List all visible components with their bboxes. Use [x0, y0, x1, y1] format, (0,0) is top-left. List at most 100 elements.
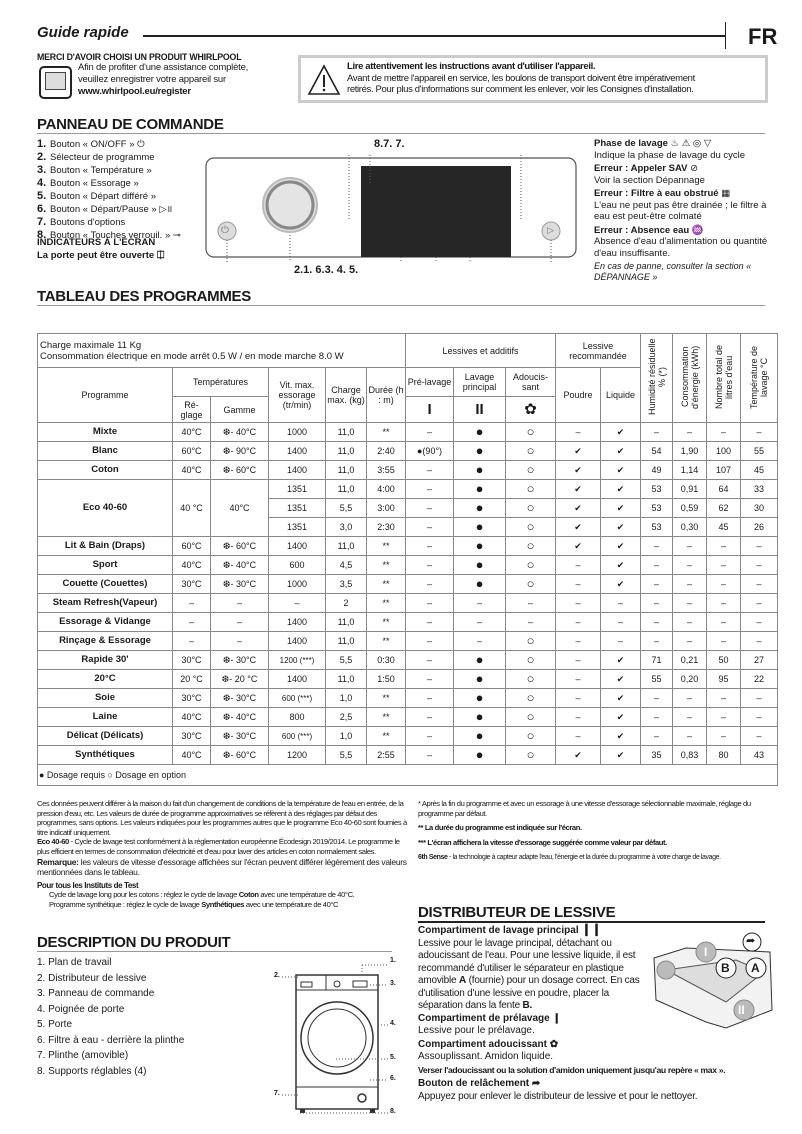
table-cell: – — [555, 726, 602, 746]
note-star: ** La durée du programme est indiquée su… — [418, 823, 582, 833]
table-cell: – — [600, 631, 642, 651]
table-row: Sport 40°C ❆- 40°C 600 4,5 ** – ● ○ – ✔ – – – – — [37, 555, 779, 575]
table-cell: 40°C — [172, 555, 211, 575]
table-cell: 600 (***) — [268, 726, 326, 746]
item-label: Sélecteur de programme — [50, 152, 155, 163]
table-cell: ❆- 60°C — [210, 460, 269, 480]
table-cell: – — [405, 688, 455, 708]
col-header: Adoucis-sant — [505, 367, 557, 397]
table-cell: – — [453, 612, 507, 632]
table-cell: ○ — [505, 460, 557, 480]
callout: 4. — [390, 1020, 396, 1027]
table-cell: ❆- 40°C — [210, 707, 269, 727]
col-header: Lavage principal — [453, 367, 507, 397]
table-cell: 1351 — [268, 479, 326, 499]
table-cell: – — [740, 555, 779, 575]
table-cell: ○ — [505, 707, 557, 727]
table-cell: 600 — [268, 555, 326, 575]
table-cell: – — [706, 593, 742, 613]
col-header: Ré-glage — [172, 396, 211, 423]
table-cell: ✔ — [600, 441, 642, 461]
table-cell: 1000 — [268, 422, 326, 442]
program-name: Rapide 30' — [37, 650, 173, 670]
table-row: Steam Refresh(Vapeur) – – –2 ** – – – – – – – – – — [37, 593, 779, 613]
table-cell: ** — [365, 422, 407, 442]
washing-machine-drawing — [282, 964, 388, 1114]
section-title: DESCRIPTION DU PRODUIT — [37, 934, 231, 951]
start-pause-button-icon[interactable]: ▷ — [547, 225, 554, 235]
col-header: Durée (h : m) — [365, 367, 407, 423]
indicator-icon: ⊘ — [690, 163, 699, 174]
table-cell: ● — [453, 536, 507, 556]
distributor-text: Compartiment de lavage principal ❙❙ Less… — [418, 923, 773, 1103]
panel-callout-bottom: 2.1. 6.3. 4. 5. — [294, 264, 359, 276]
table-cell: ● — [453, 479, 507, 499]
table-cell: – — [405, 479, 455, 499]
table-cell: 0,59 — [672, 498, 708, 518]
table-cell: – — [555, 574, 602, 594]
table-cell: ● — [453, 422, 507, 442]
table-cell: ● — [453, 726, 507, 746]
softener-icon: ✿ — [505, 396, 557, 423]
table-cell: 11,0 — [325, 631, 367, 651]
table-cell: ✔ — [600, 669, 642, 689]
table-cell: 1,14 — [672, 460, 708, 480]
table-cell: 64 — [706, 479, 742, 499]
table-cell: – — [405, 631, 455, 651]
table-cell: 0:30 — [365, 650, 407, 670]
indicator-title: Phase de lavage — [594, 138, 668, 149]
part-item: 7. Plinthe (amovible) — [37, 1050, 129, 1061]
table-cell: 11,0 — [325, 460, 367, 480]
table-cell: 80 — [706, 745, 742, 765]
indicator-title: Erreur : Appeler SAV — [594, 163, 688, 174]
table-cell: – — [706, 707, 742, 727]
note-text: les valeurs de vitesse d'essorage affich… — [37, 856, 407, 878]
table-cell: – — [740, 574, 779, 594]
section-title: PANNEAU DE COMMANDE — [37, 116, 224, 133]
table-cell: – — [640, 593, 674, 613]
table-row: Blanc 60°C ❆- 90°C 1400 11,0 2:40 ●(90°) ● ○ ✔ ✔ 54… — [37, 441, 779, 461]
note-remark: Remarque: les valeurs de vitesse d'essor… — [37, 857, 412, 878]
table-cell: 100 — [706, 441, 742, 461]
table-cell: – — [453, 631, 507, 651]
table-cell: ✔ — [555, 460, 602, 480]
register-text: veuillez enregistrer votre appareil sur — [78, 74, 226, 85]
callout-labels: 1. 2. 3. 4. 5. 6. 7. 8. — [270, 955, 405, 1115]
table-cell: 27 — [740, 650, 779, 670]
col-header: Liquide — [600, 367, 642, 423]
table-legend: ● Dosage requis ○ Dosage en option — [36, 764, 779, 786]
table-cell: ** — [365, 612, 407, 632]
table-cell: 2,5 — [325, 707, 367, 727]
softener-icon: ✿ — [549, 1038, 559, 1050]
table-cell: ❆- 20 °C — [210, 669, 269, 689]
table-cell: 1400 — [268, 441, 326, 461]
table-cell: ✔ — [600, 650, 642, 670]
indicator-icon: ♨ ⚠ ◎ ▽ — [670, 138, 712, 149]
table-cell: 30°C — [172, 650, 211, 670]
program-name: Blanc — [37, 441, 173, 461]
label-b: B — [721, 961, 730, 975]
note-text: - Cycle de lavage test conformément à la… — [37, 837, 400, 856]
power-button-icon[interactable]: ⏻ — [221, 225, 229, 236]
table-cell: ✔ — [600, 422, 642, 442]
table-cell: ** — [365, 688, 407, 708]
callout: 3. — [390, 980, 396, 987]
prewash-icon: ❙ — [552, 1012, 561, 1024]
col-header: Consommation d'énergie (kWh) — [679, 345, 700, 409]
control-list: 1. Bouton « ON/OFF » ⏻ 2. Sélecteur de prog… — [37, 138, 181, 242]
program-name: Coton — [37, 460, 173, 480]
register-link[interactable]: www.whirlpool.eu/register — [78, 86, 191, 97]
table-cell: 5,5 — [325, 498, 367, 518]
table-cell: – — [268, 593, 326, 613]
table-cell: – — [555, 707, 602, 727]
callout: 8. — [390, 1108, 396, 1115]
indicator-icon: ♒ — [691, 224, 704, 236]
release-arrow-icon: ➦ — [746, 935, 756, 947]
table-cell: 20 °C — [172, 669, 211, 689]
table-cell: 62 — [706, 498, 742, 518]
table-cell: 1:50 — [365, 669, 407, 689]
table-row: Soie 30°C ❆- 30°C 600 (***) 1,0 ** – ● ○ – ✔ – – – – — [37, 688, 779, 708]
table-row: Délicat (Délicats) 30°C ❆- 30°C 600 (***) 1,… — [37, 726, 779, 746]
table-cell: ✔ — [555, 517, 602, 537]
item-number: 5. — [37, 190, 47, 202]
